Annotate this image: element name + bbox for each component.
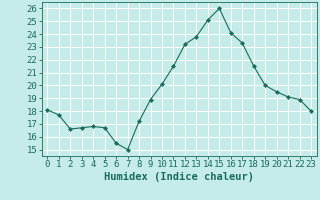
X-axis label: Humidex (Indice chaleur): Humidex (Indice chaleur) <box>104 172 254 182</box>
